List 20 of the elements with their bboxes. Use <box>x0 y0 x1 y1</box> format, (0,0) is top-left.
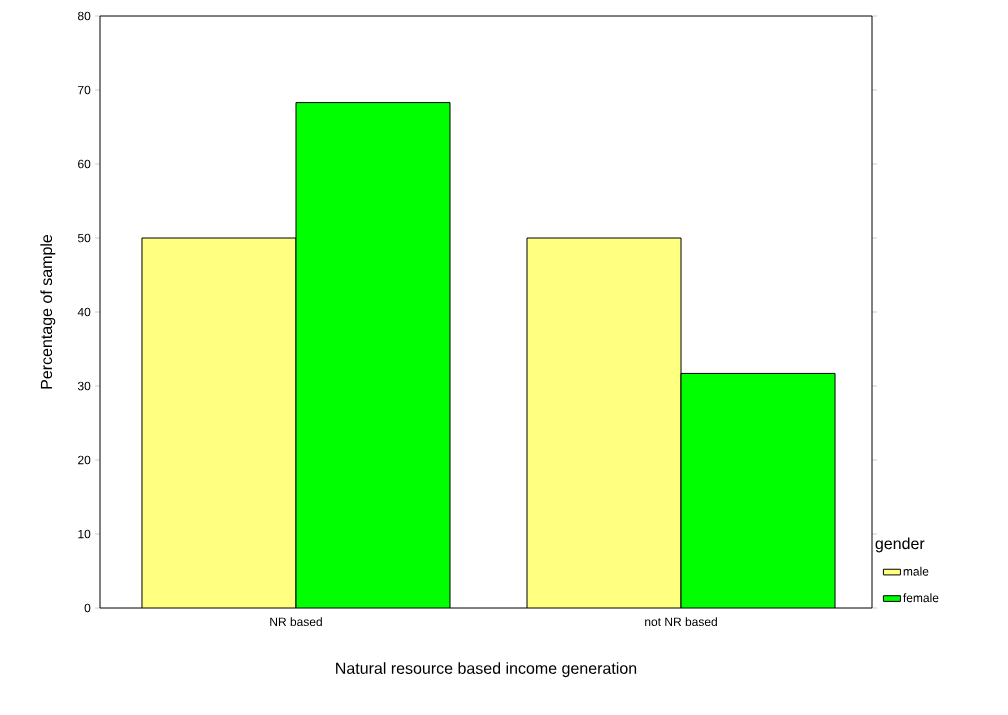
x-tick-label: not NR based <box>645 617 717 627</box>
y-tick-label: 30 <box>77 381 91 391</box>
y-tick-label: 10 <box>78 529 91 539</box>
y-tick-label: 50 <box>77 233 91 243</box>
y-tick-label: 70 <box>78 85 91 95</box>
bar <box>526 237 682 608</box>
x-tick-label: NR based <box>270 617 322 627</box>
y-tick-label: 60 <box>78 159 91 169</box>
y-tick-label: 0 <box>84 603 91 613</box>
x-axis-title: Natural resource based income generation <box>336 662 637 678</box>
y-axis-title: Percentage of sample <box>40 234 56 389</box>
y-tick-label: 20 <box>78 455 91 465</box>
bar <box>141 237 297 608</box>
legend-label: female <box>903 593 939 603</box>
legend-label: male <box>903 566 929 576</box>
y-tick-label: 80 <box>77 11 91 21</box>
bar <box>680 372 836 608</box>
legend-title: gender <box>875 537 925 553</box>
bar <box>295 102 451 608</box>
y-tick-label: 40 <box>77 307 91 317</box>
